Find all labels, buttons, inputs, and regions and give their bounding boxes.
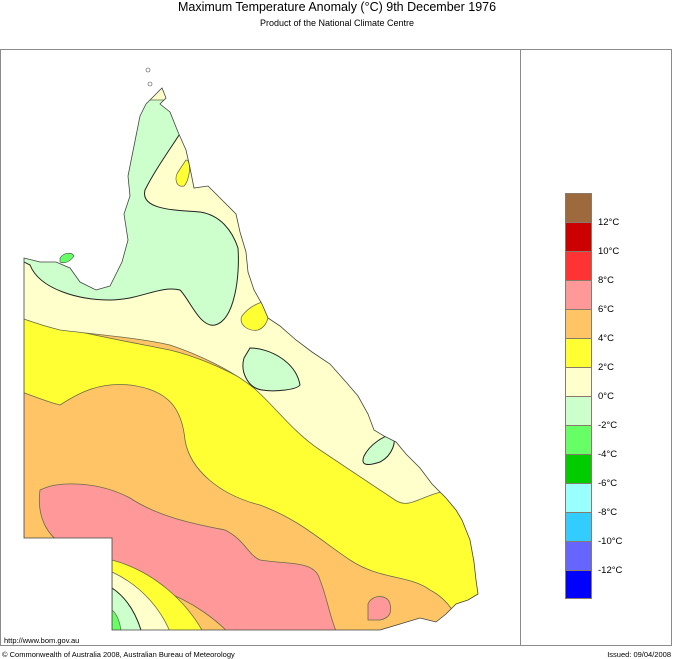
state-boundary — [23, 87, 479, 631]
legend-swatch — [565, 454, 592, 483]
legend-label: 10°C — [598, 246, 620, 257]
legend-label: 12°C — [598, 217, 620, 228]
legend-label: 2°C — [598, 362, 614, 373]
legend-label: 0°C — [598, 391, 614, 402]
frame-divider — [520, 49, 521, 646]
legend-swatch — [565, 367, 592, 396]
legend-swatch — [565, 541, 592, 570]
legend-label: 6°C — [598, 304, 614, 315]
legend-label: -8°C — [598, 507, 618, 518]
legend-swatch — [565, 193, 592, 222]
legend-label: -12°C — [598, 565, 623, 576]
map-frame — [0, 49, 672, 646]
legend-swatch — [565, 512, 592, 541]
legend-swatch — [565, 338, 592, 367]
color-legend — [565, 193, 593, 599]
legend-swatch — [565, 309, 592, 338]
map-title: Maximum Temperature Anomaly (°C) 9th Dec… — [177, 0, 497, 14]
legend-swatch — [565, 222, 592, 251]
legend-label: -6°C — [598, 478, 618, 489]
legend-label: 4°C — [598, 333, 614, 344]
legend-swatch — [565, 570, 592, 599]
copyright-notice: © Commonwealth of Australia 2008, Austra… — [2, 650, 235, 659]
legend-swatch — [565, 396, 592, 425]
source-url[interactable]: http://www.bom.gov.au — [4, 636, 80, 645]
legend-swatch — [565, 251, 592, 280]
legend-swatch — [565, 280, 592, 309]
legend-swatch — [565, 483, 592, 512]
legend-swatch — [565, 425, 592, 454]
issued-date: Issued: 09/04/2008 — [607, 650, 671, 659]
legend-label: -2°C — [598, 420, 618, 431]
legend-label: -10°C — [598, 536, 623, 547]
anomaly-map — [23, 67, 479, 631]
island — [59, 252, 75, 264]
legend-label: 8°C — [598, 275, 614, 286]
map-subtitle: Product of the National Climate Centre — [259, 18, 415, 28]
legend-label: -4°C — [598, 449, 618, 460]
